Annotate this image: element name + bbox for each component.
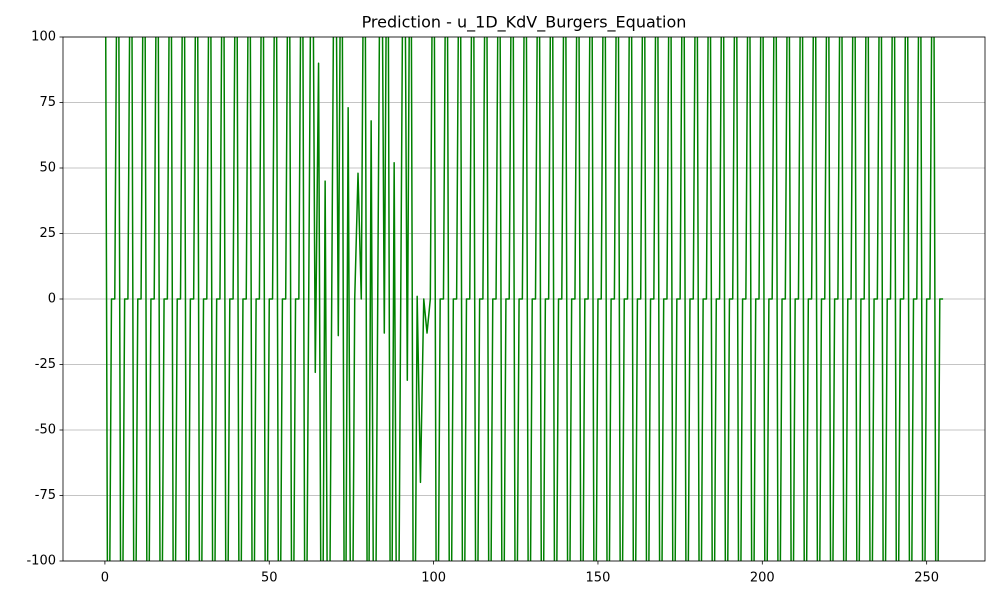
y-tick-label: 25 [39, 226, 56, 241]
x-tick-label: 250 [914, 571, 939, 586]
y-tick-label: -75 [35, 488, 56, 503]
x-tick-label: 200 [750, 571, 775, 586]
x-tick-label: 0 [101, 571, 109, 586]
y-tick-label: 0 [48, 292, 56, 307]
y-tick-label: -25 [35, 357, 56, 372]
y-tick-label: 75 [39, 95, 56, 110]
plot-frame [62, 36, 986, 562]
x-tick-label: 50 [261, 571, 278, 586]
x-tick-label: 100 [421, 571, 446, 586]
y-tick-label: 100 [31, 30, 56, 45]
x-tick-label: 150 [586, 571, 611, 586]
y-tick-label: 50 [39, 161, 56, 176]
y-tick-label: -50 [35, 423, 56, 438]
chart-title: Prediction - u_1D_KdV_Burgers_Equation [362, 13, 687, 33]
y-tick-label: -100 [26, 554, 56, 569]
data-line [104, 37, 944, 561]
